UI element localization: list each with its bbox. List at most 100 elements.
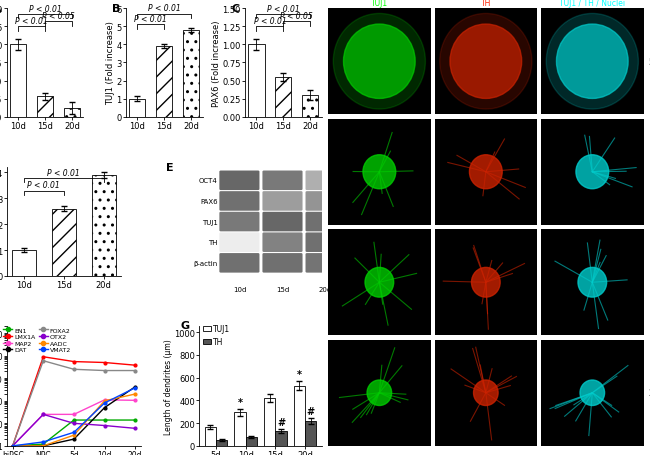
Bar (10, 45, 26, 117)
AADC (8, 443, 16, 449)
Text: #: # (307, 406, 315, 416)
Text: A: A (0, 4, 1, 14)
FOXA2 (131, 368, 139, 374)
MAP2 (70, 412, 78, 417)
Bar (294, 386, 305, 446)
Circle shape (580, 380, 604, 405)
Text: *: * (238, 397, 242, 407)
Line: AADC: AADC (11, 393, 136, 447)
Text: C: C (231, 4, 239, 14)
Text: P < 0.01: P < 0.01 (135, 15, 167, 24)
Text: 20d: 20d (319, 286, 332, 292)
Text: β-actin: β-actin (194, 260, 218, 266)
Text: TUJ1: TUJ1 (202, 219, 218, 225)
AADC (131, 391, 139, 397)
Line: VMAT2: VMAT2 (11, 386, 136, 447)
FOXA2 (8, 443, 16, 449)
FancyBboxPatch shape (306, 233, 346, 253)
Y-axis label: PAX6 (Fold increase): PAX6 (Fold increase) (212, 20, 221, 106)
Text: #: # (277, 417, 285, 427)
OTX2 (8, 443, 16, 449)
FancyBboxPatch shape (263, 212, 302, 232)
FancyBboxPatch shape (263, 233, 302, 253)
FancyBboxPatch shape (263, 253, 302, 273)
Line: DAT: DAT (11, 385, 136, 447)
Circle shape (363, 156, 396, 189)
LMX1A (70, 359, 78, 364)
Text: E: E (166, 162, 174, 172)
Legend: EN1, LMX1A, MAP2, DAT, FOXA2, OTX2, AADC, VMAT2: EN1, LMX1A, MAP2, DAT, FOXA2, OTX2, AADC… (3, 328, 71, 353)
Line: EN1: EN1 (11, 419, 136, 447)
Title: TH: TH (480, 0, 491, 8)
MAP2 (40, 412, 47, 417)
FancyBboxPatch shape (219, 253, 259, 273)
Text: 15d: 15d (276, 286, 289, 292)
Text: H: H (332, 14, 341, 24)
DAT (8, 443, 16, 449)
Bar (129, 100, 146, 117)
Circle shape (333, 15, 425, 110)
VMAT2 (101, 400, 109, 406)
Circle shape (576, 156, 608, 189)
Text: P < 0.01: P < 0.01 (47, 168, 80, 177)
FancyBboxPatch shape (219, 192, 259, 211)
FancyBboxPatch shape (306, 212, 346, 232)
Text: P < 0.01: P < 0.01 (254, 17, 286, 26)
EN1 (8, 443, 16, 449)
Circle shape (578, 268, 606, 298)
DAT (101, 405, 109, 410)
Bar (37, 97, 53, 117)
FOXA2 (40, 358, 47, 364)
DAT (70, 436, 78, 442)
FancyBboxPatch shape (263, 171, 302, 191)
AADC (40, 443, 47, 449)
Bar (276, 431, 287, 446)
VMAT2 (131, 385, 139, 390)
DAT (131, 384, 139, 389)
Legend: TUJ1, TH: TUJ1, TH (203, 324, 230, 346)
Circle shape (343, 25, 415, 99)
Circle shape (556, 25, 628, 99)
Y-axis label: Length of dendrites (μm): Length of dendrites (μm) (164, 339, 173, 434)
FOXA2 (101, 368, 109, 374)
Bar (264, 398, 276, 446)
Title: TUJ1: TUJ1 (370, 0, 388, 8)
Bar (305, 421, 317, 446)
VMAT2 (40, 439, 47, 445)
Bar (248, 45, 265, 117)
Text: P < 0.01: P < 0.01 (148, 5, 181, 14)
MAP2 (8, 443, 16, 449)
EN1 (70, 417, 78, 423)
Circle shape (365, 268, 394, 298)
EN1 (131, 417, 139, 423)
Line: MAP2: MAP2 (11, 399, 136, 447)
Y-axis label: TUJ1 (Fold increase): TUJ1 (Fold increase) (106, 21, 115, 105)
Text: P < 0.01: P < 0.01 (267, 5, 300, 14)
VMAT2 (70, 430, 78, 435)
Bar (276, 78, 291, 117)
MAP2 (131, 398, 139, 403)
LMX1A (131, 363, 139, 368)
AADC (101, 398, 109, 404)
LMX1A (8, 443, 16, 449)
Circle shape (546, 15, 638, 110)
MAP2 (101, 397, 109, 403)
Bar (64, 109, 80, 117)
Text: 5d: 5d (649, 58, 650, 66)
VMAT2 (8, 443, 16, 449)
FancyBboxPatch shape (306, 171, 346, 191)
AADC (70, 432, 78, 438)
OTX2 (40, 412, 47, 417)
Title: TUJ1 / TH / Nuclei: TUJ1 / TH / Nuclei (559, 0, 625, 8)
FancyBboxPatch shape (219, 233, 259, 253)
DAT (40, 443, 47, 449)
Bar (92, 176, 116, 276)
Bar (156, 47, 172, 117)
Circle shape (450, 25, 522, 99)
Circle shape (474, 380, 498, 405)
Bar (51, 209, 75, 276)
Bar (216, 440, 228, 446)
EN1 (101, 417, 109, 423)
Line: FOXA2: FOXA2 (11, 359, 136, 447)
Text: TH: TH (209, 240, 218, 246)
